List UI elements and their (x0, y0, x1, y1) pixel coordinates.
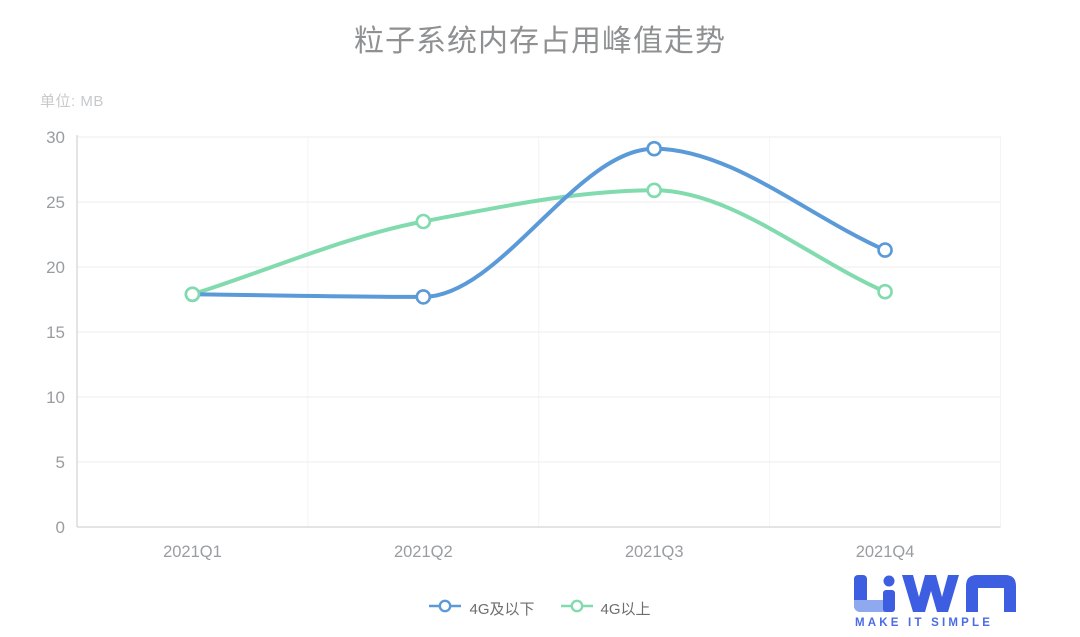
data-point-4g-and-above-2021Q4[interactable] (877, 283, 893, 300)
data-point-4g-and-below-2021Q4[interactable] (877, 242, 893, 258)
y-axis-tick-label: 10 (46, 388, 65, 407)
legend-item-4g-and-above[interactable]: 4G以上 (560, 598, 651, 619)
series-line-4g-and-below (190, 146, 888, 299)
legend: 4G及以下 4G以上 (0, 598, 1080, 619)
data-point-4g-and-below-2021Q2[interactable] (415, 289, 432, 305)
logo-letter-a (966, 575, 1016, 612)
y-axis-tick-label: 25 (46, 193, 65, 212)
y-axis-tick-label: 15 (46, 323, 65, 342)
logo-letter-i-dot (883, 575, 895, 587)
x-axis-tick-label: 2021Q1 (163, 543, 222, 561)
y-axis-tick-label: 0 (56, 518, 65, 537)
x-axis-tick-label: 2021Q4 (856, 543, 915, 561)
logo-letter-i-stem (883, 590, 895, 612)
y-axis-tick-label: 5 (56, 453, 65, 472)
logo-letter-w (902, 575, 959, 612)
legend-marker-glyph (560, 599, 593, 613)
legend-item-4g-and-below[interactable]: 4G及以下 (429, 598, 535, 619)
page-title: 粒子系统内存占用峰值走势 (354, 25, 726, 58)
x-axis-tick-label: 2021Q3 (625, 543, 684, 561)
legend-marker-4g-and-above (560, 599, 593, 618)
data-point-4g-and-below-2021Q3[interactable] (646, 140, 662, 157)
logo-mark-liwa (854, 575, 1016, 612)
legend-label: 4G及以下 (469, 601, 535, 618)
y-axis-tick-label: 20 (46, 258, 65, 277)
legend-label: 4G以上 (600, 601, 651, 618)
x-axis-tick-label: 2021Q2 (394, 543, 453, 561)
data-point-4g-and-above-2021Q3[interactable] (646, 182, 662, 199)
logo: MAKE IT SIMPLE (838, 574, 1016, 634)
logo-tagline: MAKE IT SIMPLE (855, 617, 994, 629)
y-axis-tick-label: 30 (46, 128, 65, 147)
legend-marker-4g-and-below (429, 599, 462, 618)
series-line-4g-and-above (190, 188, 888, 297)
data-point-4g-and-above-2021Q2[interactable] (415, 213, 432, 230)
data-point-4g-and-above-2021Q1[interactable] (184, 286, 201, 303)
legend-marker-glyph (429, 599, 462, 613)
unit-label: 单位: MB (40, 93, 104, 110)
